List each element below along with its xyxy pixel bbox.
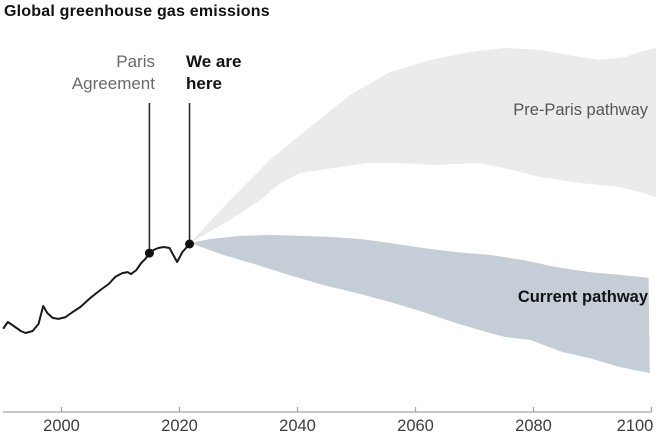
paris-agreement-annotation: Paris Agreement [71,52,155,93]
x-tick-label: 2040 [279,417,316,435]
x-tick-label: 2100 [617,417,654,435]
current-pathway-label: Current pathway [517,288,648,306]
chart-title: Global greenhouse gas emissions [4,3,270,20]
pre-paris-pathway-label: Pre-Paris pathway [513,101,648,119]
pre-paris-pathway-band [190,47,656,243]
x-tick-label: 2000 [43,417,80,435]
we-are-here-marker-dot [185,239,195,249]
historical-emissions-line [2,243,191,334]
current-pathway-band [190,234,650,373]
x-tick-label: 2080 [515,417,552,435]
paris-agreement-marker-dot [144,248,154,258]
we-are-here-annotation: We are here [186,52,242,93]
x-tick-label: 2020 [161,417,198,435]
x-tick-label: 2060 [397,417,434,435]
